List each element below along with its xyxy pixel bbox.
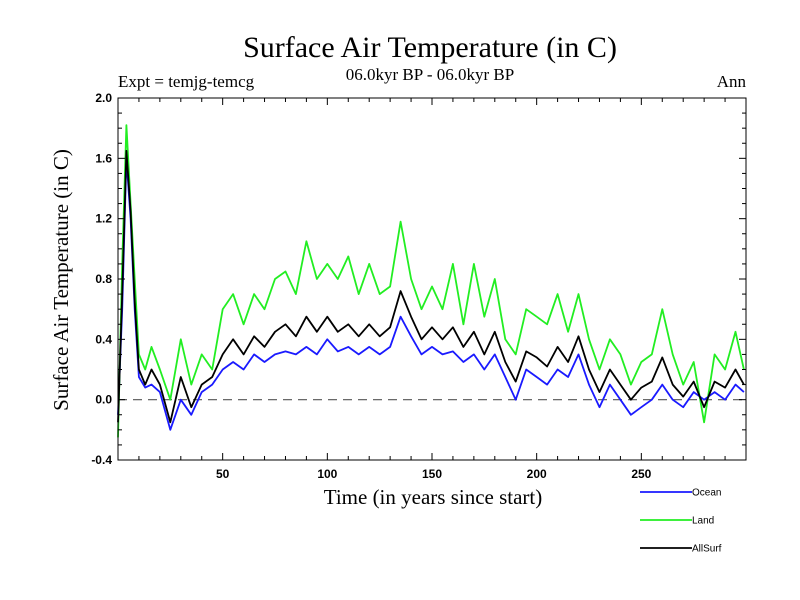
legend-item-allsurf: AllSurf [640,544,722,555]
period-label: 06.0kyr BP - 06.0kyr BP [346,65,514,84]
y-tick-label: 0.8 [95,272,112,286]
y-tick-label: 1.2 [95,212,112,226]
y-tick-label: 2.0 [95,91,112,105]
x-tick-label: 250 [631,467,651,481]
series-group [117,124,745,438]
x-tick-label: 150 [422,467,442,481]
x-tick-label: 200 [527,467,547,481]
y-tick-label: 0.0 [95,393,112,407]
series-line-land [117,124,745,438]
legend-label: Land [692,516,714,527]
y-axis-label: Surface Air Temperature (in C) [49,149,73,411]
legend-item-ocean: Ocean [640,488,721,499]
plot-frame [117,97,747,461]
x-axis-label: Time (in years since start) [324,485,543,509]
legend-label: Ocean [692,488,721,499]
x-tick-label: 50 [216,467,230,481]
x-tick-label: 100 [317,467,337,481]
chart-title: Surface Air Temperature (in C) [243,31,617,64]
legend-label: AllSurf [692,544,722,555]
y-tick-label: 0.4 [95,332,112,346]
series-line-allsurf [117,149,745,424]
season-label: Ann [717,72,747,91]
experiment-label: Expt = temjg-temcg [118,72,255,91]
axes: 50 100 150 200 250 -0.4 0.0 0.4 0.8 1.2 1.6 2.0 [91,91,747,481]
series-line-ocean [117,157,745,431]
legend-item-land: Land [640,516,714,527]
legend: Ocean Land AllSurf [640,488,722,555]
y-tick-label: 1.6 [95,151,112,165]
y-tick-label: -0.4 [91,453,112,467]
